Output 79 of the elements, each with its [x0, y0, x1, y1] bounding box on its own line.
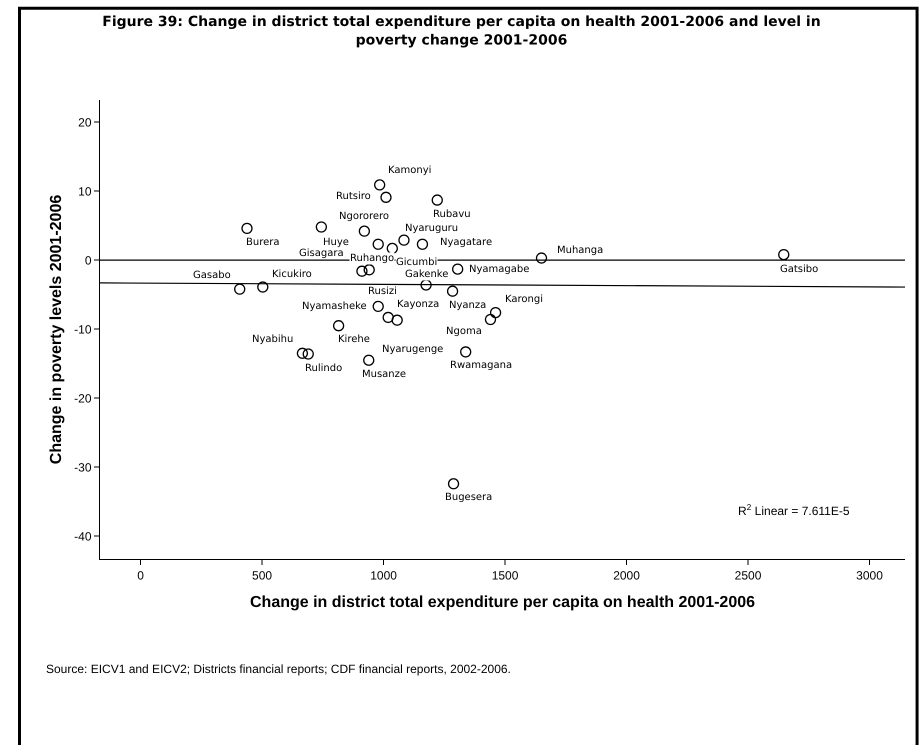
y-tick-label: -30 — [74, 460, 92, 474]
annotation: Gasabo — [193, 270, 231, 281]
x-axis-title: Change in district total expenditure per capita on health 2001-2006 — [250, 594, 756, 612]
point — [382, 312, 394, 324]
annotation: Nyanza — [449, 300, 486, 311]
annotation: Rubavu — [433, 209, 471, 220]
x-tick-label: 2500 — [734, 568, 762, 582]
annotation: Rulindo — [305, 363, 342, 374]
annotation: Nyagatare — [440, 237, 492, 248]
annotation: Rwamagana — [450, 360, 512, 371]
annotation: Bugesera — [445, 492, 492, 503]
x-tick-label: 1000 — [370, 568, 398, 582]
x-tick-label: 0 — [137, 568, 144, 582]
annotation: Gisagara — [299, 248, 344, 259]
y-tick-label: 10 — [78, 184, 92, 198]
point — [364, 264, 375, 276]
x-tick-label: 2000 — [613, 568, 640, 582]
point — [398, 234, 410, 246]
point — [416, 238, 428, 250]
point — [316, 221, 328, 233]
point — [234, 283, 246, 295]
annotation: Ruhango — [350, 253, 394, 264]
annotation: Rusizi — [368, 286, 397, 297]
point — [460, 346, 472, 358]
annotation: Gatsibo — [780, 264, 818, 275]
annotation: Nyarugenge — [382, 344, 444, 355]
point — [392, 314, 403, 326]
y-tick-label: 0 — [84, 253, 92, 268]
annotation: Gicumbi — [396, 257, 438, 268]
point — [380, 192, 392, 203]
x-tick-label: 1500 — [492, 568, 519, 582]
annotation: Nyamagabe — [469, 264, 530, 275]
point — [536, 252, 548, 264]
point — [452, 263, 464, 275]
y-tick-label: -20 — [74, 391, 92, 406]
annotation: Musanze — [362, 369, 406, 380]
point — [302, 348, 314, 360]
point — [372, 238, 384, 250]
source-note: Source: EICV1 and EICV2; Districts financial reports; CDF financial reports, 2002-2006. — [46, 662, 511, 676]
point — [332, 320, 344, 332]
annotation: Ngororero — [339, 211, 390, 222]
chart-title: Figure 39: Change in district total expenditure per capita on health 2001-2006 and level in poverty change 2001-2006 — [102, 14, 821, 48]
point — [241, 222, 253, 234]
point — [358, 225, 370, 237]
y-tick-label: -40 — [74, 529, 92, 544]
annotation: Nyabihu — [252, 334, 294, 345]
point — [386, 242, 398, 254]
annotation: Burera — [246, 237, 280, 248]
x-tick-label: 3000 — [856, 568, 884, 582]
y-tick-label: 20 — [78, 115, 92, 130]
annotation: Gakenke — [405, 269, 448, 280]
point — [374, 179, 386, 191]
point — [372, 300, 384, 312]
y-axis-title: Change in poverty levels 2001-2006 — [48, 194, 66, 464]
x-tick-label: 500 — [252, 568, 272, 582]
annotation: Huye — [323, 237, 349, 248]
annotation: Rutsiro — [336, 191, 371, 202]
annotation: Kayonza — [397, 299, 440, 310]
annotation: Kicukiro — [272, 269, 312, 280]
annotation: Karongi — [505, 294, 543, 305]
point — [432, 194, 443, 206]
point — [420, 279, 432, 291]
point — [257, 281, 268, 293]
annotation: Kirehe — [338, 334, 370, 345]
point — [356, 266, 368, 277]
annotation: Nyaruguru — [405, 223, 458, 234]
point — [484, 314, 496, 326]
point — [448, 478, 460, 490]
annotation: R$^{2}$ Linear = 7.611E-5 — [738, 502, 850, 518]
point — [363, 354, 374, 366]
annotation: Kamonyi — [388, 165, 432, 176]
annotation: Muhanga — [557, 245, 604, 256]
point — [490, 306, 502, 318]
point — [778, 248, 790, 260]
annotation: Nyamasheke — [302, 301, 367, 312]
point — [446, 286, 458, 297]
point — [296, 348, 308, 359]
annotation: Ngoma — [446, 326, 482, 337]
y-tick-label: -10 — [74, 322, 92, 336]
